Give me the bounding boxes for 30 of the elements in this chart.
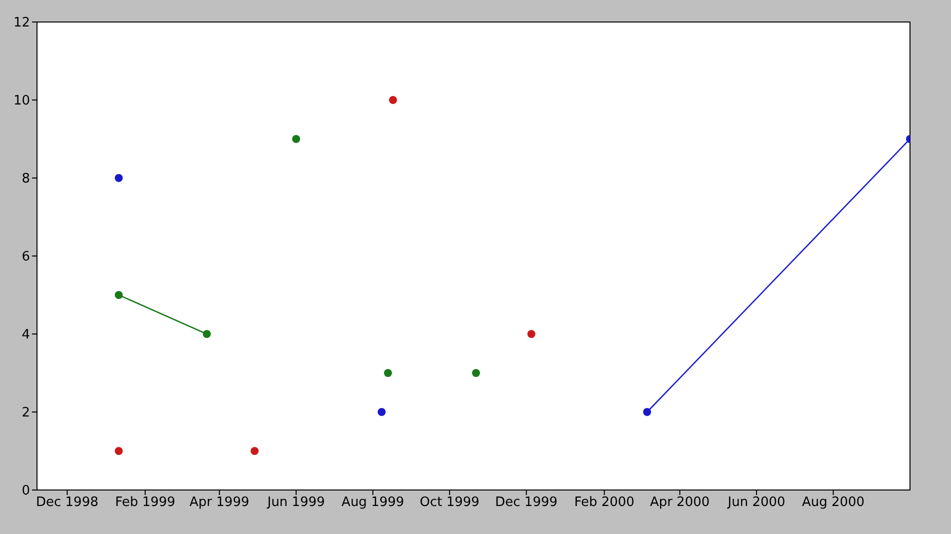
point bbox=[292, 135, 300, 143]
y-tick-label: 8 bbox=[22, 172, 30, 187]
point bbox=[114, 291, 123, 299]
point bbox=[202, 330, 211, 338]
x-tick-label: Jun 2000 bbox=[726, 495, 786, 510]
point bbox=[378, 408, 386, 416]
x-tick-label: Dec 1998 bbox=[36, 495, 98, 510]
x-tick-label: Dec 1999 bbox=[495, 495, 558, 510]
point bbox=[114, 447, 123, 455]
y-tick-label: 6 bbox=[22, 250, 30, 265]
point bbox=[388, 96, 397, 104]
x-tick-label: Oct 1999 bbox=[420, 495, 480, 510]
y-tick-label: 0 bbox=[22, 484, 30, 499]
point bbox=[114, 174, 123, 182]
x-tick-label: Feb 2000 bbox=[574, 495, 634, 510]
y-tick-label: 12 bbox=[13, 16, 30, 31]
x-tick-label: Aug 1999 bbox=[342, 495, 404, 510]
y-tick-label: 10 bbox=[13, 94, 30, 109]
point bbox=[527, 330, 536, 338]
point bbox=[384, 369, 392, 377]
x-tick-label: Jun 1999 bbox=[266, 495, 325, 510]
x-tick-label: Apr 2000 bbox=[650, 495, 710, 510]
point bbox=[472, 369, 480, 377]
x-tick-label: Aug 2000 bbox=[802, 495, 865, 510]
y-tick-label: 4 bbox=[22, 328, 30, 343]
x-tick-label: Apr 1999 bbox=[190, 495, 250, 510]
point bbox=[250, 447, 259, 455]
x-tick-label: Feb 1999 bbox=[115, 495, 176, 510]
y-tick-label: 2 bbox=[22, 406, 30, 421]
point bbox=[643, 408, 652, 416]
